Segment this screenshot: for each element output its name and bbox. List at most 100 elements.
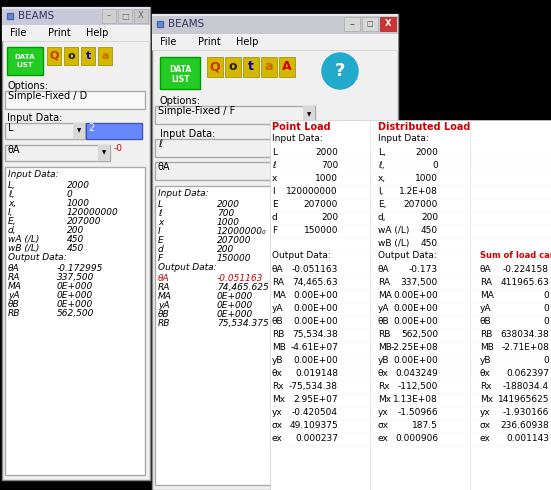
Text: yx: yx: [378, 408, 389, 417]
Text: 1000: 1000: [415, 174, 438, 183]
Bar: [160, 57, 200, 89]
Text: o: o: [229, 60, 237, 74]
Text: Input Data:: Input Data:: [158, 189, 209, 198]
Text: 0.00E+00: 0.00E+00: [393, 291, 438, 300]
Text: 200: 200: [67, 226, 84, 235]
Text: Sum of load cases: Sum of load cases: [480, 251, 551, 260]
Text: yA: yA: [158, 301, 170, 310]
Text: 236.60938: 236.60938: [500, 421, 549, 430]
Text: ℓ,: ℓ,: [378, 161, 385, 170]
Text: 120000000: 120000000: [287, 187, 338, 196]
Text: θA: θA: [272, 265, 284, 274]
Bar: [5, 91, 145, 109]
Text: 0.00E+00: 0.00E+00: [293, 291, 338, 300]
Text: -2.25E+08: -2.25E+08: [390, 343, 438, 352]
Text: MB: MB: [480, 343, 494, 352]
Text: Output Data:: Output Data:: [378, 251, 437, 260]
Text: a: a: [264, 60, 273, 74]
Text: 0E+000: 0E+000: [217, 292, 253, 301]
Bar: [279, 57, 295, 77]
Text: yA: yA: [272, 304, 284, 313]
Bar: [152, 14, 398, 34]
Text: Options:: Options:: [7, 81, 48, 91]
Text: File: File: [10, 28, 26, 38]
Text: 1.2E+08: 1.2E+08: [399, 187, 438, 196]
Text: 562,500: 562,500: [401, 330, 438, 339]
Text: –: –: [349, 19, 354, 29]
Bar: [81, 47, 95, 65]
Text: 200: 200: [217, 245, 234, 254]
Text: θx: θx: [272, 369, 283, 378]
Text: 337,500: 337,500: [57, 273, 94, 282]
Bar: [98, 145, 110, 161]
Text: Rx: Rx: [378, 382, 390, 391]
Text: 187.5: 187.5: [412, 421, 438, 430]
Bar: [344, 17, 360, 31]
Text: t: t: [248, 60, 254, 74]
Text: Output Data:: Output Data:: [272, 251, 331, 260]
Text: θB: θB: [480, 317, 491, 326]
Text: L: L: [8, 123, 14, 133]
Text: Print: Print: [48, 28, 71, 38]
Text: 2000: 2000: [315, 148, 338, 157]
Text: Simple-Fixed / D: Simple-Fixed / D: [8, 91, 87, 101]
Text: 0.000237: 0.000237: [295, 434, 338, 443]
Text: ?: ?: [335, 62, 345, 80]
Text: wA (/L): wA (/L): [8, 235, 39, 244]
Text: 0E+000: 0E+000: [217, 310, 253, 319]
Text: -0.051163: -0.051163: [217, 274, 263, 283]
Text: 207000: 207000: [217, 236, 251, 245]
Text: 0.00E+00: 0.00E+00: [393, 317, 438, 326]
Bar: [102, 9, 116, 23]
Text: yx: yx: [272, 408, 283, 417]
Text: -75,534.38: -75,534.38: [289, 382, 338, 391]
Text: ▼: ▼: [307, 113, 311, 118]
Text: Input Data:: Input Data:: [272, 134, 323, 143]
Text: Output Data:: Output Data:: [8, 253, 67, 262]
Text: RB: RB: [8, 309, 20, 318]
Text: -0.051163: -0.051163: [291, 265, 338, 274]
Text: t: t: [85, 51, 90, 61]
Text: 12000000₀: 12000000₀: [217, 227, 267, 236]
Text: RB: RB: [480, 330, 493, 339]
Text: yB: yB: [272, 356, 284, 365]
Text: 74,465.625: 74,465.625: [217, 283, 269, 292]
Text: 450: 450: [67, 235, 84, 244]
Text: -112,500: -112,500: [398, 382, 438, 391]
Text: ex: ex: [378, 434, 389, 443]
Text: ▼: ▼: [287, 146, 291, 150]
Text: RA: RA: [272, 278, 284, 287]
Bar: [283, 162, 295, 180]
Text: LIST: LIST: [171, 75, 189, 84]
Bar: [73, 123, 85, 139]
Text: Input Data:: Input Data:: [7, 113, 62, 123]
Text: θB: θB: [158, 310, 170, 319]
Text: □: □: [121, 11, 129, 21]
Bar: [270, 120, 551, 490]
Text: θA: θA: [8, 264, 20, 273]
Text: 207000: 207000: [404, 200, 438, 209]
Text: Input Data:: Input Data:: [160, 129, 215, 139]
Text: -188034.4: -188034.4: [503, 382, 549, 391]
Bar: [152, 14, 398, 16]
Text: File: File: [160, 37, 176, 47]
Text: 411965.63: 411965.63: [500, 278, 549, 287]
Text: ex: ex: [272, 434, 283, 443]
Text: 1000: 1000: [67, 199, 90, 208]
Text: 0E+000: 0E+000: [57, 291, 93, 300]
Bar: [155, 139, 295, 157]
Text: θA: θA: [378, 265, 390, 274]
Text: x,: x,: [378, 174, 386, 183]
Text: Mx: Mx: [272, 395, 285, 404]
Bar: [283, 139, 295, 157]
Text: 207000: 207000: [304, 200, 338, 209]
Text: wA (/L): wA (/L): [378, 226, 409, 235]
Bar: [362, 17, 378, 31]
Bar: [2, 7, 150, 480]
Bar: [5, 167, 145, 475]
Text: DATA: DATA: [169, 65, 191, 74]
Text: θB: θB: [378, 317, 390, 326]
Text: I: I: [272, 187, 274, 196]
Text: 150000: 150000: [304, 226, 338, 235]
Text: θA: θA: [8, 145, 20, 155]
